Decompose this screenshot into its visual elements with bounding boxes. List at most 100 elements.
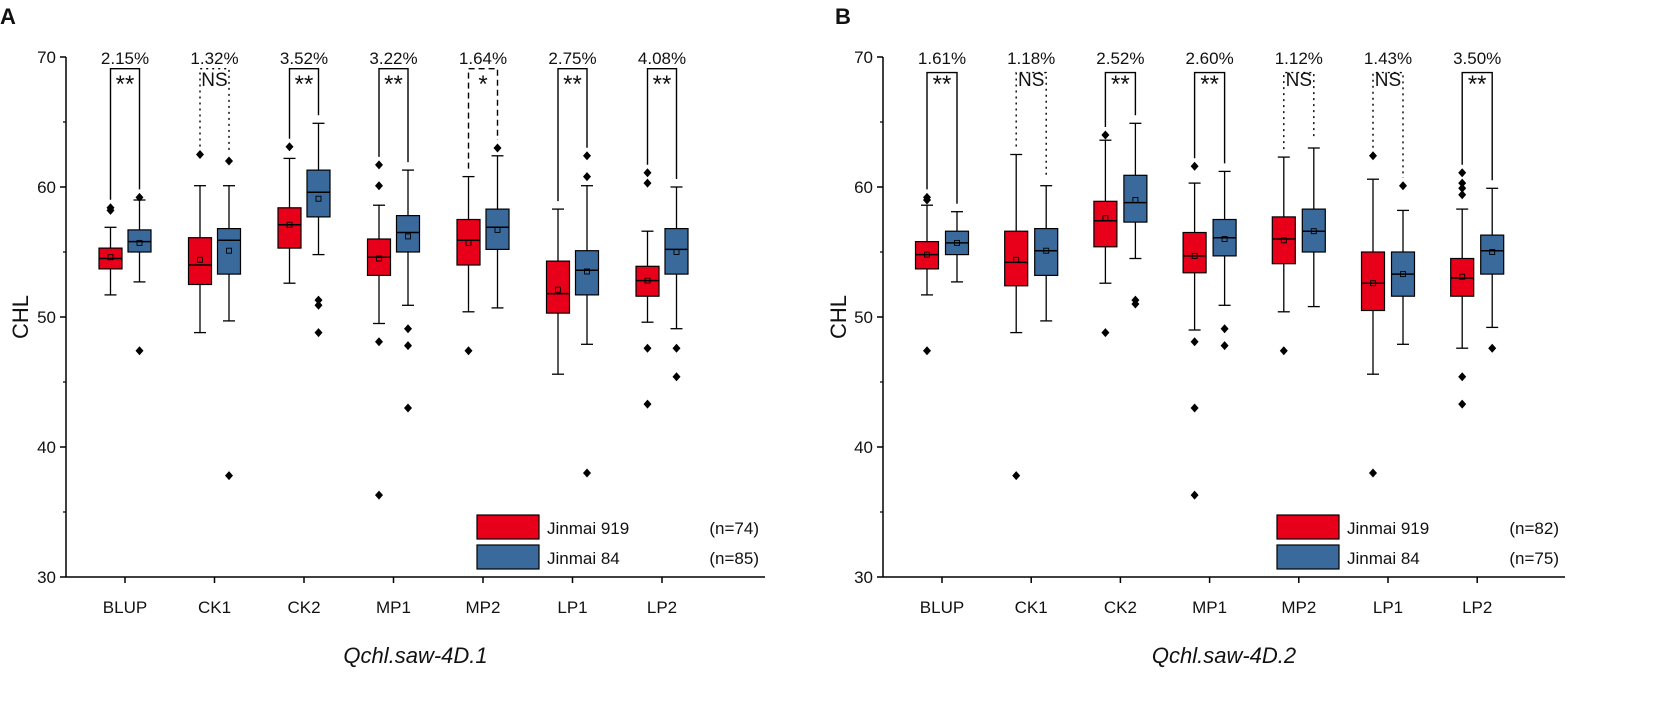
significance-label: ** xyxy=(563,71,582,98)
x-tick-label: CK1 xyxy=(198,598,231,617)
outlier-point xyxy=(923,192,931,202)
significance-label: NS xyxy=(1286,70,1312,91)
box-mp2-jinmai919 xyxy=(1271,156,1296,356)
box-lp1-jinmai84 xyxy=(1390,181,1416,345)
outlier-point xyxy=(1458,178,1467,188)
legend-swatch xyxy=(476,514,540,540)
outlier-point xyxy=(1458,183,1467,193)
box-mp2-jinmai84 xyxy=(1301,147,1326,308)
y-tick-label: 50 xyxy=(854,308,873,327)
legend-swatch xyxy=(476,544,540,570)
percent-label: 1.18% xyxy=(1007,49,1055,68)
y-tick-label: 60 xyxy=(37,178,56,197)
significance-label: ** xyxy=(933,71,952,98)
outlier-point xyxy=(404,341,412,351)
outlier-point xyxy=(135,192,144,202)
outlier-point xyxy=(135,346,144,356)
significance-label: NS xyxy=(1018,70,1044,91)
iqr-box xyxy=(485,208,510,251)
outlier-point xyxy=(583,172,591,182)
outlier-point xyxy=(1369,151,1377,161)
panel-a: A 30 40 50 60 70 CHL Qchl.saw-4D.1 BLUP 2.15% ** CK… xyxy=(0,4,765,668)
box-ck1-jinmai84 xyxy=(216,156,242,481)
x-tick-label: MP1 xyxy=(376,598,411,617)
iqr-box xyxy=(1360,251,1386,312)
iqr-box xyxy=(1182,231,1207,274)
mean-marker xyxy=(286,221,293,228)
iqr-box xyxy=(187,237,213,286)
box-lp1-jinmai919 xyxy=(1360,151,1386,478)
significance-bracket xyxy=(1104,71,1137,127)
iqr-box xyxy=(306,169,331,218)
mean-marker xyxy=(1370,280,1376,287)
outlier-point xyxy=(225,471,233,481)
outlier-point xyxy=(1279,346,1288,356)
iqr-box xyxy=(216,228,242,275)
mean-marker xyxy=(1489,249,1496,255)
legend-swatch xyxy=(1276,544,1340,570)
box-blup-jinmai919 xyxy=(98,203,123,296)
outlier-point xyxy=(583,468,591,478)
significance-bracket xyxy=(109,68,141,200)
box-lp2-jinmai919 xyxy=(1450,168,1475,409)
mean-marker xyxy=(1132,197,1139,203)
legend: Jinmai 919 (n=74) Jinmai 84 (n=85) xyxy=(476,514,759,570)
mean-marker xyxy=(136,239,143,246)
outlier-point xyxy=(1012,471,1021,481)
percent-label: 4.08% xyxy=(638,49,686,68)
x-tick-label: LP2 xyxy=(647,598,677,617)
significance-bracket xyxy=(1283,71,1315,150)
outlier-point xyxy=(1488,343,1497,353)
significance-label: ** xyxy=(653,71,672,98)
legend-label: Jinmai 919 xyxy=(1347,519,1429,538)
outlier-point xyxy=(1131,299,1140,309)
x-tick-label: CK1 xyxy=(1015,598,1048,617)
box-blup-jinmai84 xyxy=(127,192,152,356)
outlier-point xyxy=(404,403,412,413)
x-axis-label: Qchl.saw-4D.1 xyxy=(343,643,487,668)
iqr-box xyxy=(1093,200,1118,248)
outlier-point xyxy=(493,143,502,153)
x-tick-label: MP2 xyxy=(466,598,501,617)
x-tick-label: LP1 xyxy=(557,598,587,617)
outlier-point xyxy=(404,324,412,334)
x-tick-label: LP1 xyxy=(1373,598,1403,617)
panel-b: B 30 40 50 60 70 CHL Qchl.saw-4D.2 BLUP 1.61% ** CK… xyxy=(826,4,1565,668)
legend-count: (n=85) xyxy=(709,549,759,568)
significance-label: ** xyxy=(1111,71,1130,98)
y-tick-label: 30 xyxy=(854,568,873,587)
significance-label: ** xyxy=(384,71,403,98)
significance-bracket xyxy=(467,68,499,169)
outlier-point xyxy=(375,181,383,191)
iqr-box xyxy=(574,250,600,296)
legend-label: Jinmai 919 xyxy=(547,519,629,538)
legend-label: Jinmai 84 xyxy=(547,549,620,568)
significance-label: NS xyxy=(1375,70,1401,91)
significance-label: ** xyxy=(116,71,135,98)
outlier-point xyxy=(1101,328,1110,338)
legend-label: Jinmai 84 xyxy=(1347,549,1420,568)
y-tick-label: 40 xyxy=(37,438,56,457)
outlier-point xyxy=(1190,403,1199,413)
mean-marker xyxy=(954,239,960,246)
outlier-point xyxy=(1458,190,1467,200)
outlier-point xyxy=(225,156,233,166)
outlier-point xyxy=(1220,341,1229,351)
percent-label: 2.60% xyxy=(1185,49,1233,68)
percent-label: 1.61% xyxy=(918,49,966,68)
outlier-point xyxy=(643,178,652,188)
mean-marker xyxy=(673,249,680,255)
mean-marker xyxy=(1400,271,1406,278)
x-tick-label: BLUP xyxy=(920,598,964,617)
x-axis-label: Qchl.saw-4D.2 xyxy=(1152,643,1296,668)
mean-marker xyxy=(1013,256,1020,263)
iqr-box xyxy=(1004,230,1029,287)
legend-swatch xyxy=(1276,514,1340,540)
significance-bracket xyxy=(926,71,958,204)
outlier-point xyxy=(672,343,681,353)
outlier-point xyxy=(314,328,323,338)
legend-count: (n=75) xyxy=(1509,549,1559,568)
box-ck1-jinmai919 xyxy=(1004,153,1029,481)
y-tick-label: 30 xyxy=(37,568,56,587)
box-blup-jinmai84 xyxy=(944,211,970,283)
